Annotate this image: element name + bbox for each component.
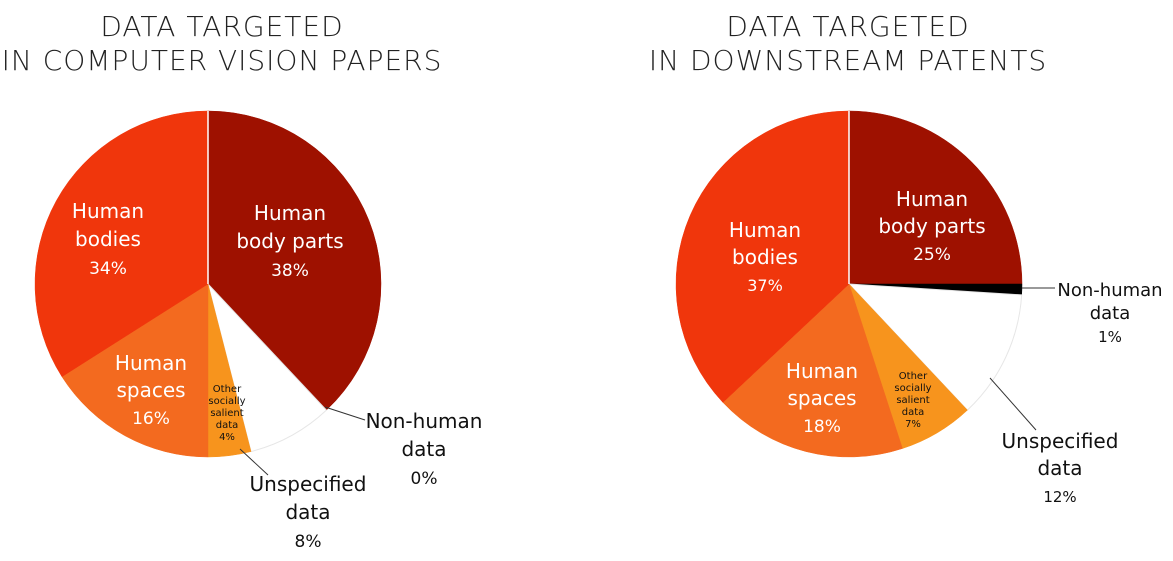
leader-line — [239, 448, 269, 476]
slice-label: Human body parts 38% — [236, 201, 343, 281]
slice-label: Human spaces 18% — [786, 359, 858, 437]
slice-name-line: spaces — [116, 378, 185, 402]
slice-name-line: Other — [213, 384, 242, 395]
slice-name-line: data — [401, 437, 446, 461]
slice-name-line: body parts — [878, 214, 985, 238]
pie-slice — [61, 283, 209, 458]
pie-slice — [848, 110, 1023, 285]
slice-name-line: Non-human — [1057, 280, 1162, 301]
slice-name-line: data — [216, 420, 239, 431]
slice-label: Other socially salient data 4% — [208, 384, 245, 443]
slice-label: Non-human data 1% — [1057, 280, 1162, 346]
slice-label: Unspecified data 12% — [1002, 429, 1119, 506]
slice-name-line: spaces — [787, 386, 856, 410]
slice-label: Non-human data 0% — [366, 409, 483, 489]
slice-percent-label: 1% — [1098, 328, 1122, 346]
slice-name-line: Other — [899, 371, 928, 382]
leader-line — [989, 377, 1037, 431]
slice-name-line: data — [902, 407, 925, 418]
slice-name-line: salient — [896, 395, 929, 406]
slice-percent-label: 0% — [411, 469, 438, 489]
slice-percent-label: 7% — [905, 419, 921, 430]
slice-name-line: Human — [896, 187, 968, 211]
chart-title-right: DATA TARGETED IN DOWNSTREAM PATENTS — [608, 10, 1088, 78]
slice-name-line: bodies — [75, 227, 141, 251]
slice-name-line: Unspecified — [1002, 429, 1119, 453]
slice-name-line: Human — [115, 351, 187, 375]
slice-percent-label: 12% — [1043, 488, 1076, 506]
chart-title-left: DATA TARGETED IN COMPUTER VISION PAPERS — [0, 10, 462, 78]
slice-label: Unspecified data 8% — [250, 472, 367, 552]
slice-name-line: Non-human — [366, 409, 483, 433]
slice-percent-label: 18% — [803, 417, 841, 437]
title-line: DATA TARGETED — [726, 10, 970, 43]
slice-name-line: bodies — [732, 245, 798, 269]
slice-percent-label: 37% — [747, 276, 783, 295]
slice-percent-label: 34% — [89, 259, 127, 279]
slice-percent-label: 4% — [219, 432, 235, 443]
slice-label: Other socially salient data 7% — [894, 371, 931, 430]
slice-percent-label: 25% — [913, 245, 951, 265]
title-line: DATA TARGETED — [100, 10, 344, 43]
slice-label: Human bodies 34% — [72, 199, 144, 279]
leader-line — [324, 406, 366, 421]
slice-name-line: socially — [208, 396, 245, 407]
slice-name-line: data — [1090, 303, 1131, 324]
pie-slice — [34, 110, 209, 378]
slice-name-line: data — [1037, 456, 1082, 480]
slice-name-line: Unspecified — [250, 472, 367, 496]
slice-name-line: Human — [729, 218, 801, 242]
slice-label: Human spaces 16% — [115, 351, 187, 429]
slice-percent-label: 38% — [271, 261, 309, 281]
slice-name-line: socially — [894, 383, 931, 394]
slice-percent-label: 16% — [132, 409, 170, 429]
slice-name-line: data — [285, 500, 330, 524]
title-line: IN COMPUTER VISION PAPERS — [1, 44, 443, 77]
pie-slice — [722, 283, 903, 458]
pie-chart-2: Human body parts 25%Non-human data 1%Unspeci… — [675, 110, 1163, 506]
slice-name-line: salient — [210, 408, 243, 419]
pie-slice — [207, 110, 382, 411]
title-line: IN DOWNSTREAM PATENTS — [648, 44, 1048, 77]
slice-percent-label: 8% — [295, 532, 322, 552]
slice-name-line: Human — [254, 201, 326, 225]
slice-label: Human body parts 25% — [878, 187, 985, 265]
slice-name-line: Human — [72, 199, 144, 223]
pie-slice — [675, 110, 850, 403]
pie-slice — [847, 283, 1023, 411]
slice-name-line: body parts — [236, 229, 343, 253]
pie-chart-1: Human body parts 38% Non-human data 0% Unspeci… — [34, 110, 483, 552]
slice-label: Human bodies 37% — [729, 218, 801, 295]
slice-name-line: Human — [786, 359, 858, 383]
